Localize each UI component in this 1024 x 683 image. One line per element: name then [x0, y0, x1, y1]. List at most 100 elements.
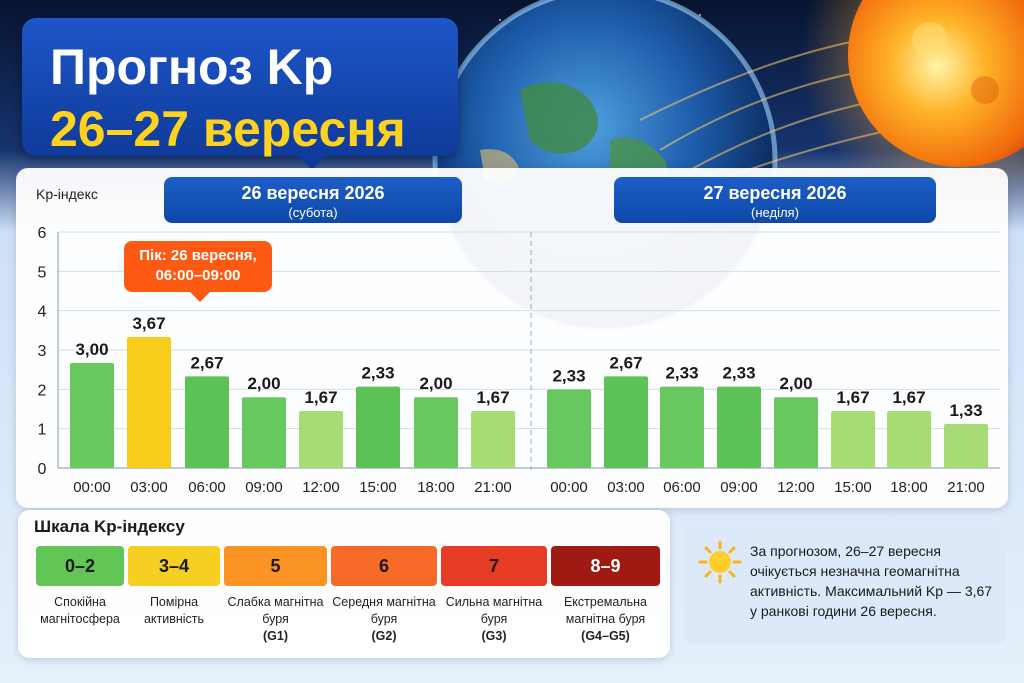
y-tick-label: 3 — [38, 343, 47, 360]
x-tick-labels: 00:00 03:00 06:00 09:00 12:00 15:00 18:00 21:00… — [73, 479, 985, 496]
bar-value-label: 1,67 — [892, 388, 925, 407]
forecast-note: За прогнозом, 26–27 вересня очікується н… — [684, 524, 1006, 644]
bar-value-label: 2,33 — [722, 364, 755, 383]
scale-level-description: Екстремальна магнітна буря (G4–G5) — [552, 594, 660, 645]
x-tick-label: 18:00 — [417, 479, 455, 496]
x-tick-label: 12:00 — [777, 479, 815, 496]
bar — [127, 337, 171, 468]
y-tick-label: 4 — [38, 304, 47, 321]
bar-value-label: 2,00 — [419, 374, 452, 393]
y-tick-label: 0 — [38, 461, 47, 478]
scale-level-chip: 8–9 — [551, 546, 660, 586]
bar — [944, 423, 988, 468]
y-axis-label: Kp-індекс — [36, 186, 98, 202]
scale-level-chip: 0–2 — [36, 546, 124, 586]
bar — [547, 389, 591, 468]
bar — [70, 362, 114, 468]
bar-value-label: 2,00 — [247, 374, 280, 393]
bar-value-label: 3,00 — [75, 340, 108, 359]
x-tick-label: 03:00 — [130, 479, 168, 496]
day-date: 27 вересня 2026 — [703, 183, 847, 203]
bar-value-label: 1,67 — [304, 388, 337, 407]
scale-level-description: Помірна активність — [120, 594, 228, 628]
scale-storm-class: (G2) — [371, 629, 397, 643]
scale-storm-class: (G1) — [263, 629, 288, 643]
bars — [70, 337, 988, 468]
note-text: За прогнозом, 26–27 вересня очікується н… — [750, 543, 993, 619]
y-tick-label: 6 — [38, 225, 47, 242]
peak-line2: 06:00–09:00 — [155, 267, 241, 284]
x-tick-label: 21:00 — [947, 479, 985, 496]
y-tick-label: 2 — [38, 382, 47, 399]
sun-illustration — [800, 0, 1024, 215]
bar-value-label: 3,67 — [132, 314, 165, 333]
title-banner: Прогноз Kp 26–27 вересня — [22, 18, 458, 170]
scale-desc-text: Спокійна магнітосфера — [40, 595, 120, 626]
scale-desc-text: Середня магнітна буря — [332, 595, 436, 626]
bar-value-label: 2,67 — [609, 353, 642, 372]
x-tick-label: 00:00 — [550, 479, 588, 496]
bar-value-label: 2,67 — [190, 353, 223, 372]
y-tick-label: 1 — [38, 422, 47, 439]
bar — [887, 410, 931, 468]
bar-value-label: 1,33 — [949, 401, 982, 420]
bar-value-label: 1,67 — [836, 388, 869, 407]
day-date: 26 вересня 2026 — [241, 183, 385, 203]
bar — [831, 410, 875, 468]
page-title: Прогноз Kp — [50, 39, 334, 95]
scale-level-chip: 6 — [331, 546, 437, 586]
x-tick-label: 18:00 — [890, 479, 928, 496]
bar — [299, 410, 343, 468]
scale-storm-class: (G4–G5) — [581, 629, 630, 643]
bar — [242, 397, 286, 468]
scale-level-description: Спокійна магнітосфера — [26, 594, 134, 628]
x-tick-label: 09:00 — [245, 479, 283, 496]
bar — [414, 397, 458, 468]
scale-desc-text: Слабка магнітна буря — [227, 595, 324, 626]
x-tick-label: 06:00 — [188, 479, 226, 496]
bar — [356, 386, 400, 468]
x-tick-label: 21:00 — [474, 479, 512, 496]
x-tick-label: 00:00 — [73, 479, 111, 496]
bar-value-label: 2,33 — [665, 364, 698, 383]
sun-icon — [698, 540, 742, 584]
x-tick-label: 12:00 — [302, 479, 340, 496]
bar — [604, 376, 648, 468]
scale-level-chip: 7 — [441, 546, 547, 586]
bar-value-label: 2,33 — [552, 366, 585, 385]
scale-level-description: Сильна магнітна буря (G3) — [440, 594, 548, 645]
x-tick-label: 06:00 — [663, 479, 701, 496]
scale-level-chip: 3–4 — [128, 546, 220, 586]
scale-desc-text: Екстремальна магнітна буря — [563, 595, 648, 626]
x-tick-label: 15:00 — [834, 479, 872, 496]
bar — [660, 386, 704, 468]
peak-line1: Пік: 26 вересня, — [139, 247, 257, 264]
bar — [185, 376, 229, 468]
scale-desc-text: Помірна активність — [143, 595, 205, 626]
scale-desc-text: Сильна магнітна буря — [445, 595, 543, 626]
bar — [717, 386, 761, 468]
bar — [774, 397, 818, 468]
peak-callout: Пік: 26 вересня, 06:00–09:00 — [124, 241, 272, 302]
scale-level-description: Слабка магнітна буря (G1) — [222, 594, 330, 645]
scale-level-chip: 5 — [224, 546, 327, 586]
scale-level-description: Середня магнітна буря (G2) — [330, 594, 438, 645]
bar-value-label: 1,67 — [476, 388, 509, 407]
bar-value-label: 2,33 — [361, 364, 394, 383]
y-tick-label: 5 — [38, 264, 47, 281]
data-labels: 3,00 3,67 2,67 2,00 1,67 2,33 2,00 1,67 2,33 2,67… — [75, 314, 982, 420]
day-header-27: 27 вересня 2026 (неділя) — [614, 177, 936, 223]
page-subtitle-dates: 26–27 вересня — [50, 101, 406, 157]
day-weekday: (субота) — [288, 205, 338, 220]
x-tick-label: 15:00 — [359, 479, 397, 496]
day-header-26: 26 вересня 2026 (субота) — [164, 177, 462, 223]
x-tick-label: 03:00 — [607, 479, 645, 496]
day-weekday: (неділя) — [751, 205, 799, 220]
bar — [471, 410, 515, 468]
scale-title: Шкала Kp-індексу — [34, 517, 185, 536]
bar-value-label: 2,00 — [779, 374, 812, 393]
y-tick-labels: 0 1 2 3 4 5 6 — [38, 225, 47, 478]
x-tick-label: 09:00 — [720, 479, 758, 496]
scale-storm-class: (G3) — [481, 629, 507, 643]
